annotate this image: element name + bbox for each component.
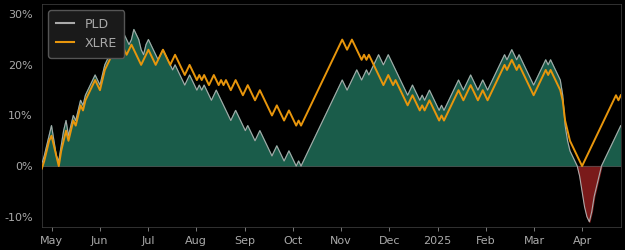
Legend: PLD, XLRE: PLD, XLRE <box>48 10 124 58</box>
